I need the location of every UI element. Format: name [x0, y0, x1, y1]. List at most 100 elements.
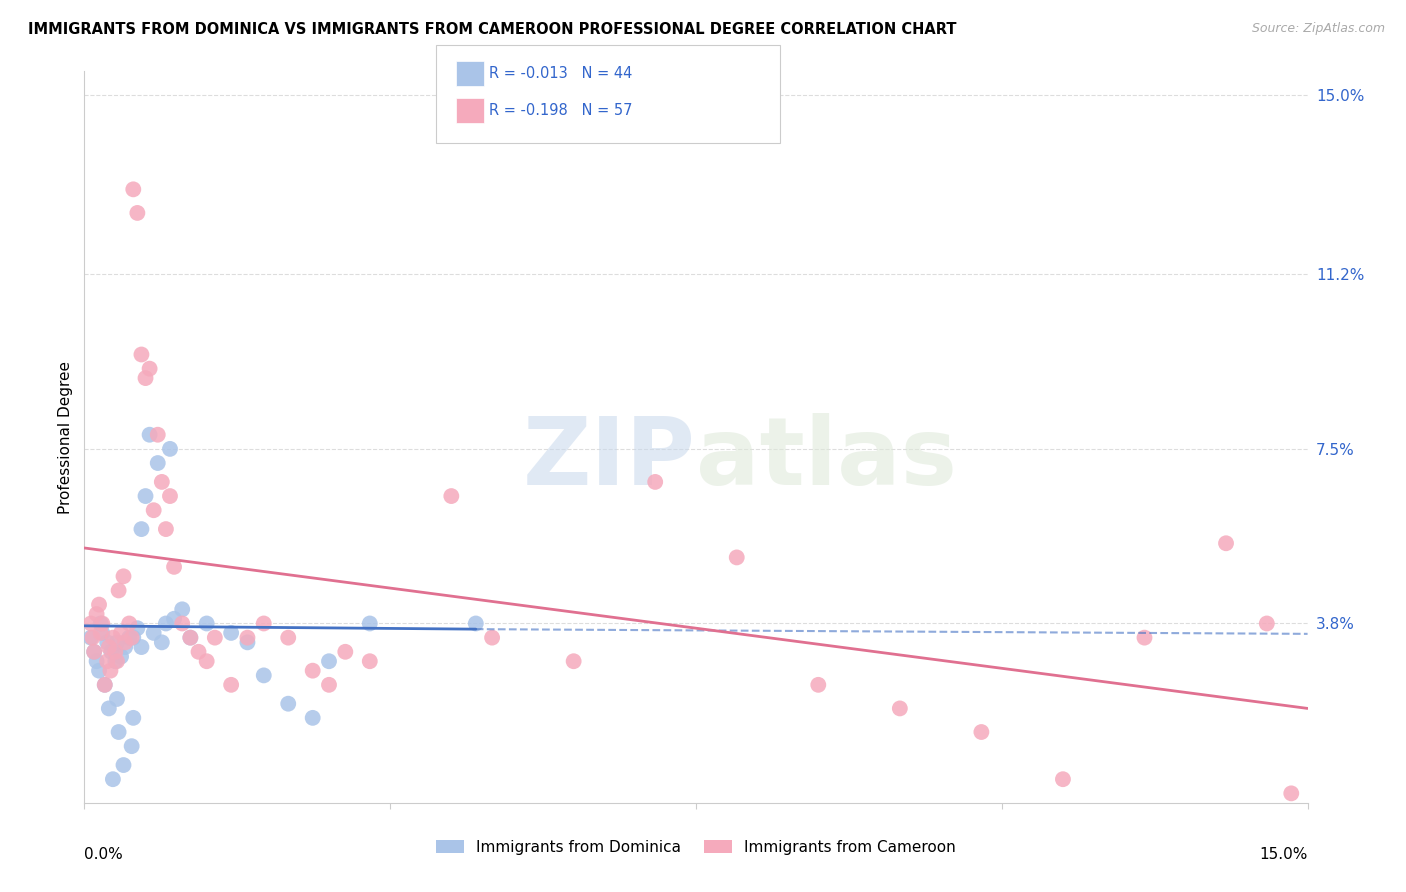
Point	[96, 654, 118, 668]
Point	[253, 616, 276, 631]
Text: atlas: atlas	[696, 413, 957, 505]
Point	[105, 692, 128, 706]
Point	[155, 616, 177, 631]
Point	[150, 475, 173, 489]
Point	[236, 631, 259, 645]
Point	[86, 607, 108, 621]
Point	[107, 725, 129, 739]
Text: ZIP: ZIP	[523, 413, 696, 505]
Point	[97, 701, 120, 715]
Point	[135, 489, 157, 503]
Point	[562, 654, 585, 668]
Point	[114, 635, 136, 649]
Point	[101, 631, 124, 645]
Text: R = -0.013   N = 44: R = -0.013 N = 44	[489, 66, 633, 80]
Point	[1215, 536, 1237, 550]
Point	[97, 640, 120, 654]
Point	[644, 475, 666, 489]
Point	[142, 503, 165, 517]
Point	[253, 668, 276, 682]
Point	[359, 654, 381, 668]
Point	[277, 631, 299, 645]
Point	[725, 550, 748, 565]
Text: Source: ZipAtlas.com: Source: ZipAtlas.com	[1251, 22, 1385, 36]
Point	[112, 569, 135, 583]
Point	[172, 616, 194, 631]
Point	[155, 522, 177, 536]
Point	[110, 626, 132, 640]
Point	[335, 645, 357, 659]
Point	[301, 711, 323, 725]
Point	[127, 621, 149, 635]
Point	[101, 772, 124, 787]
Point	[86, 654, 108, 668]
Point	[195, 654, 218, 668]
Point	[100, 645, 122, 659]
Point	[150, 635, 173, 649]
Point	[138, 427, 160, 442]
Point	[118, 631, 141, 645]
Y-axis label: Professional Degree: Professional Degree	[58, 360, 73, 514]
Point	[138, 361, 160, 376]
Point	[122, 182, 145, 196]
Point	[146, 427, 169, 442]
Point	[172, 602, 194, 616]
Point	[104, 645, 127, 659]
Point	[179, 631, 201, 645]
Point	[970, 725, 993, 739]
Point	[1279, 786, 1302, 800]
Point	[163, 559, 186, 574]
Point	[163, 612, 186, 626]
Point	[104, 654, 127, 668]
Text: 0.0%: 0.0%	[84, 847, 124, 862]
Point	[96, 635, 118, 649]
Point	[219, 678, 242, 692]
Point	[204, 631, 226, 645]
Point	[219, 626, 242, 640]
Point	[82, 631, 104, 645]
Point	[159, 489, 181, 503]
Point	[127, 206, 149, 220]
Point	[146, 456, 169, 470]
Point	[87, 664, 110, 678]
Point	[131, 347, 153, 361]
Point	[83, 645, 105, 659]
Point	[187, 645, 209, 659]
Point	[110, 649, 132, 664]
Point	[105, 654, 128, 668]
Point	[118, 616, 141, 631]
Point	[131, 522, 153, 536]
Point	[80, 616, 103, 631]
Point	[121, 631, 143, 645]
Point	[807, 678, 830, 692]
Point	[100, 664, 122, 678]
Legend: Immigrants from Dominica, Immigrants from Cameroon: Immigrants from Dominica, Immigrants fro…	[430, 834, 962, 861]
Point	[142, 626, 165, 640]
Point	[83, 645, 105, 659]
Point	[131, 640, 153, 654]
Point	[114, 640, 136, 654]
Point	[90, 616, 112, 631]
Point	[80, 631, 103, 645]
Point	[122, 711, 145, 725]
Point	[1256, 616, 1278, 631]
Point	[107, 583, 129, 598]
Point	[112, 758, 135, 772]
Point	[121, 739, 143, 754]
Point	[277, 697, 299, 711]
Text: R = -0.198   N = 57: R = -0.198 N = 57	[489, 103, 633, 118]
Point	[93, 678, 115, 692]
Point	[122, 631, 145, 645]
Text: 15.0%: 15.0%	[1260, 847, 1308, 862]
Point	[440, 489, 463, 503]
Text: IMMIGRANTS FROM DOMINICA VS IMMIGRANTS FROM CAMEROON PROFESSIONAL DEGREE CORRELA: IMMIGRANTS FROM DOMINICA VS IMMIGRANTS F…	[28, 22, 956, 37]
Point	[318, 654, 340, 668]
Point	[91, 626, 114, 640]
Point	[90, 626, 112, 640]
Point	[236, 635, 259, 649]
Point	[159, 442, 181, 456]
Point	[889, 701, 911, 715]
Point	[481, 631, 503, 645]
Point	[1052, 772, 1074, 787]
Point	[195, 616, 218, 631]
